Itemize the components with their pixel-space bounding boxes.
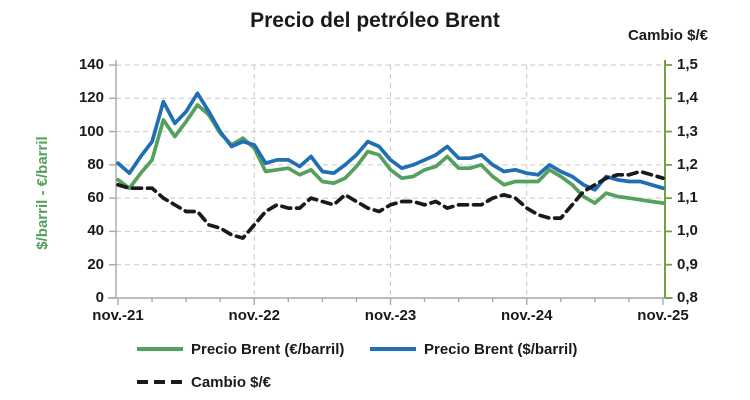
series-line-precio-brent-barril: [116, 91, 665, 192]
x-axis-tick-label: nov.-22: [228, 307, 280, 324]
legend-label: Precio Brent ($/barril): [424, 340, 578, 358]
y-left-tick-label: 60: [87, 189, 104, 207]
right-axis-title: Cambio $/€: [627, 27, 708, 44]
y-right-tick-label: 0,8: [677, 289, 698, 306]
x-axis-tick-label: nov.-24: [501, 307, 553, 324]
legend-item-precio-brent-usd: Precio Brent ($/barril): [370, 339, 577, 359]
y-right-tick-label: 1,0: [677, 222, 698, 240]
y-left-tick-label: 80: [87, 155, 104, 173]
chart-title: Precio del petróleo Brent: [250, 9, 500, 32]
x-axis-tick-label: nov.-21: [92, 307, 144, 324]
x-axis-tick-label: nov.-23: [364, 307, 417, 324]
legend-label: Cambio $/€: [191, 373, 272, 391]
y-right-tick-label: 1,3: [677, 122, 698, 140]
x-axis-tick-label: nov.-25: [637, 307, 689, 324]
legend-item-precio-brent-eur: Precio Brent (€/barril): [137, 339, 344, 359]
y-right-tick-label: 1,5: [677, 56, 698, 73]
y-left-tick-label: 40: [87, 222, 104, 240]
y-left-tick-label: 120: [78, 89, 104, 107]
legend-swatch-dashed-line: [137, 380, 183, 384]
y-left-tick-label: 140: [78, 56, 104, 73]
y-right-tick-label: 0,9: [677, 255, 698, 273]
y-right-tick-label: 1,2: [677, 155, 698, 173]
y-left-tick-label: 0: [95, 289, 104, 306]
series-line-cambio: [116, 169, 665, 240]
legend-swatch-green-line: [137, 347, 183, 351]
legend-swatch-blue-line: [370, 347, 416, 351]
y-right-tick-label: 1,4: [677, 89, 698, 107]
y-left-tick-label: 100: [78, 122, 104, 140]
y-right-tick-label: 1,1: [677, 189, 698, 207]
legend-item-cambio: Cambio $/€: [137, 372, 271, 392]
legend-label: Precio Brent (€/barril): [191, 340, 345, 358]
y-left-tick-label: 20: [87, 255, 104, 273]
